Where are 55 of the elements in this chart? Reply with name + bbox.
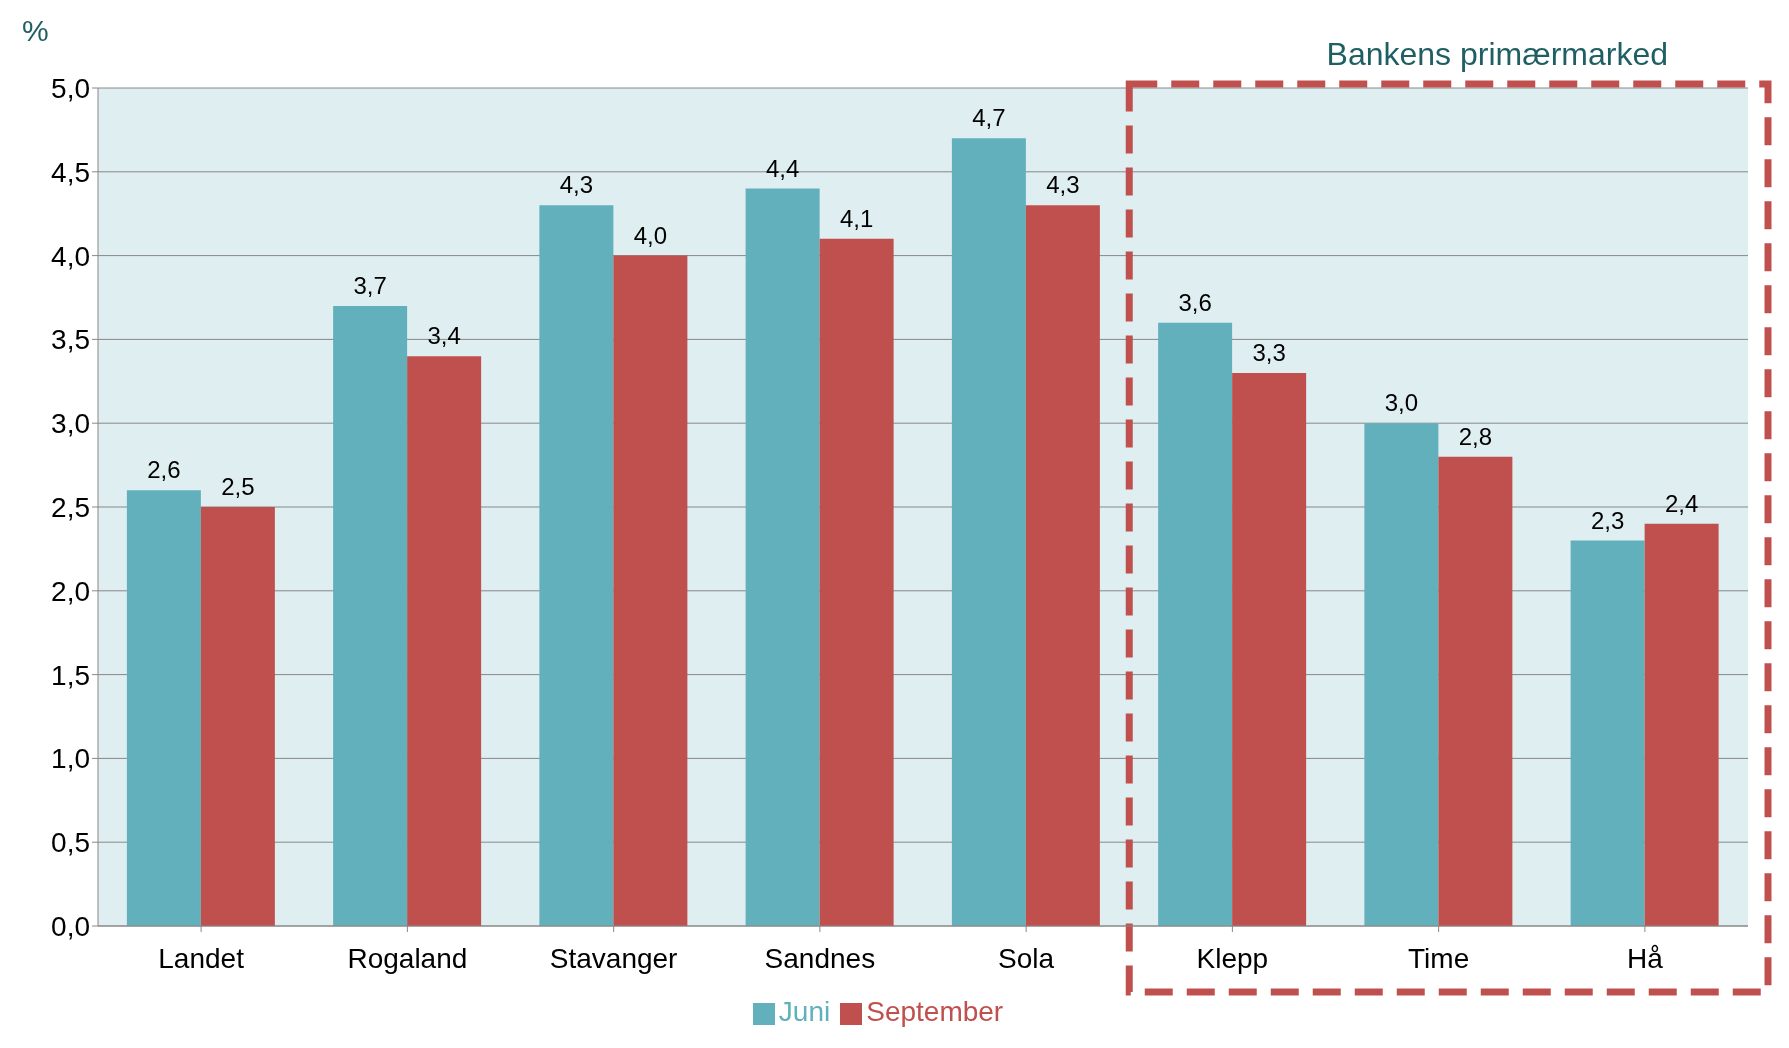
y-tick-label: 4,0 <box>51 240 90 272</box>
data-label: 2,8 <box>1458 422 1493 450</box>
y-tick-label: 0,0 <box>51 910 90 942</box>
bar <box>539 205 614 926</box>
y-tick-label: 5,0 <box>51 72 90 104</box>
bar <box>333 305 408 926</box>
bar <box>613 255 688 926</box>
data-label: 3,7 <box>353 271 387 299</box>
legend-label: Juni <box>778 996 831 1027</box>
data-label: 2,4 <box>1664 489 1699 517</box>
x-tick-label: Sola <box>998 942 1055 974</box>
data-label: 4,4 <box>765 154 800 182</box>
data-label: 2,3 <box>1590 506 1625 534</box>
bar <box>951 138 1026 926</box>
bar <box>819 238 894 926</box>
bar <box>407 356 482 926</box>
y-tick-label: 2,5 <box>51 491 90 523</box>
x-tick-label: Rogaland <box>347 942 468 974</box>
bar <box>1025 205 1100 926</box>
x-tick-label: Klepp <box>1196 942 1269 974</box>
y-tick-label: 3,5 <box>51 324 90 356</box>
text: Bankens primærmarked <box>1326 36 1668 73</box>
data-label: 3,6 <box>1178 288 1212 316</box>
y-tick-label: 0,5 <box>51 827 90 859</box>
data-label: 2,6 <box>147 456 181 484</box>
data-label: 4,3 <box>1046 171 1080 199</box>
bar <box>1438 456 1513 926</box>
data-label: 3,0 <box>1384 389 1419 417</box>
y-tick-label: 2,0 <box>51 575 90 607</box>
x-tick-label: Hå <box>1626 942 1664 974</box>
x-tick-label: Stavanger <box>549 942 678 974</box>
x-tick-label: Landet <box>158 942 245 974</box>
legend-label: September <box>866 996 1004 1027</box>
x-tick-label: Sandnes <box>764 942 876 974</box>
data-label: 3,3 <box>1252 338 1286 366</box>
y-tick-label: 3,0 <box>51 408 90 440</box>
bar <box>1644 523 1719 926</box>
data-label: 3,4 <box>427 322 461 350</box>
bar <box>1232 372 1307 926</box>
bar <box>1158 322 1233 926</box>
data-label: 4,3 <box>559 171 594 199</box>
bar <box>1364 423 1439 926</box>
bar <box>1570 540 1645 926</box>
y-tick-label: 1,0 <box>51 743 90 775</box>
bar <box>745 188 820 926</box>
data-label: 4,7 <box>972 104 1006 132</box>
data-label: 4,0 <box>633 221 668 249</box>
y-axis-title: % <box>22 14 49 48</box>
bar <box>126 490 201 926</box>
y-tick-label: 4,5 <box>51 156 90 188</box>
data-label: 4,1 <box>839 204 874 232</box>
bar <box>200 507 275 926</box>
data-label: 2,5 <box>221 473 255 500</box>
y-tick-label: 1,5 <box>51 659 90 691</box>
x-tick-label: Time <box>1408 942 1470 974</box>
